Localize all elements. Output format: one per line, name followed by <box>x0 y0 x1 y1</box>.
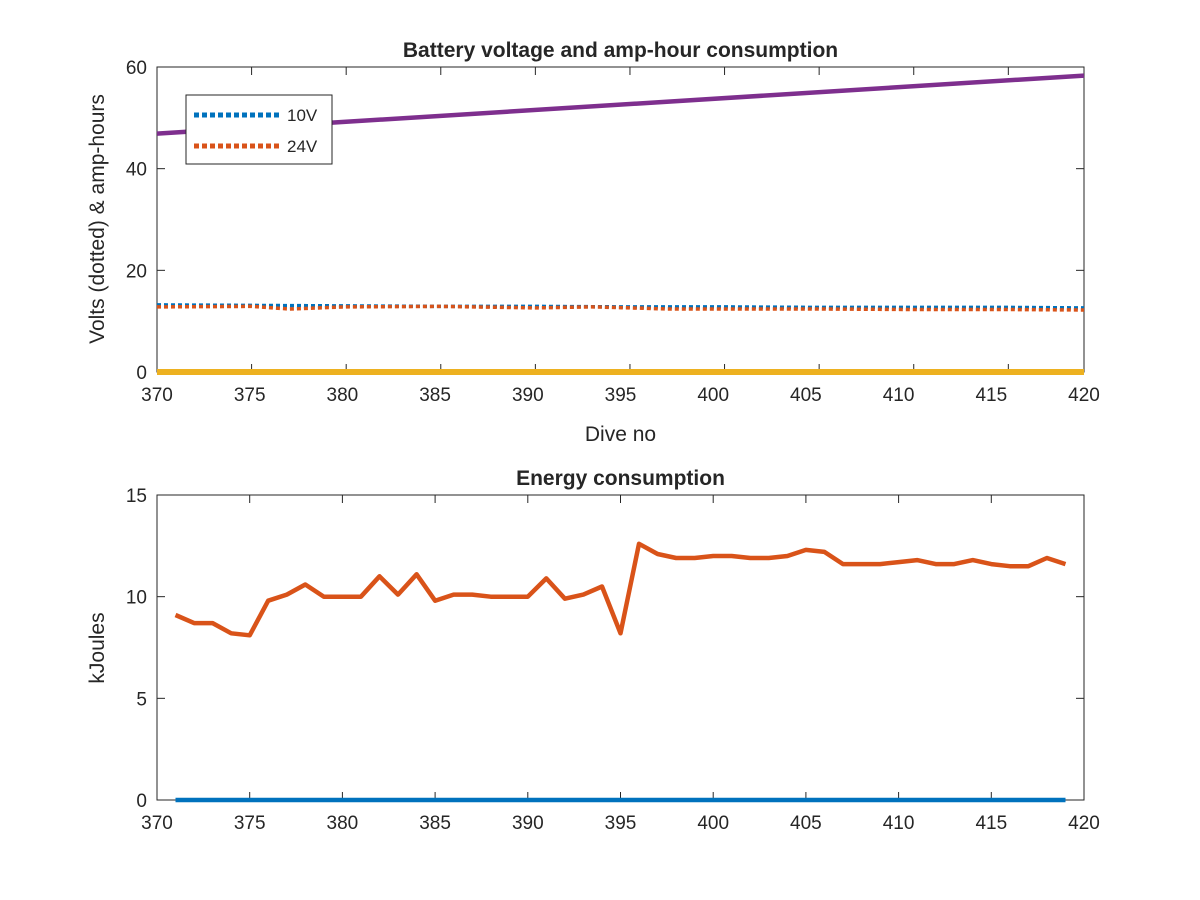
top-series-line-0 <box>156 303 1085 310</box>
legend-label-24V: 24V <box>287 137 318 156</box>
top-x-tick-label: 395 <box>605 385 637 406</box>
top-x-tick-label: 410 <box>883 385 915 406</box>
bottom-chart-title: Energy consumption <box>516 467 725 490</box>
bottom-x-tick-label: 375 <box>234 813 266 834</box>
bottom-x-tick-label: 385 <box>419 813 451 834</box>
top-x-tick-label: 405 <box>790 385 822 406</box>
top-y-axis-label: Volts (dotted) & amp-hours <box>86 94 109 344</box>
top-x-tick-label: 415 <box>975 385 1007 406</box>
top-x-tick-label: 390 <box>512 385 544 406</box>
bottom-x-tick-label: 395 <box>605 813 637 834</box>
top-x-tick-label: 375 <box>234 385 266 406</box>
bottom-y-tick-label: 15 <box>126 486 147 507</box>
top-y-tick-label: 60 <box>126 58 147 79</box>
top-x-tick-label: 420 <box>1068 385 1100 406</box>
top-x-tick-label: 380 <box>327 385 359 406</box>
legend-box <box>185 94 333 165</box>
top-x-tick-label: 385 <box>419 385 451 406</box>
bottom-x-tick-label: 390 <box>512 813 544 834</box>
bottom-x-tick-label: 420 <box>1068 813 1100 834</box>
top-x-tick-label: 400 <box>697 385 729 406</box>
bottom-y-tick-label: 0 <box>136 791 147 812</box>
top-y-tick-label: 40 <box>126 160 147 181</box>
bottom-y-axis-label: kJoules <box>86 612 109 683</box>
top-x-axis-label: Dive no <box>585 423 656 446</box>
top-y-tick-label: 20 <box>126 261 147 282</box>
legend-label-10V: 10V <box>287 106 318 125</box>
top-chart-title: Battery voltage and amp-hour consumption <box>403 39 838 62</box>
top-y-tick-label: 0 <box>136 363 147 384</box>
bottom-y-tick-label: 5 <box>136 689 147 710</box>
bottom-subplot: Energy consumption kJoules 370 375 380 385 3… <box>86 467 1100 834</box>
top-subplot: Battery voltage and amp-hour consumption… <box>86 39 1100 446</box>
bottom-x-tick-label: 400 <box>697 813 729 834</box>
top-series-line-1 <box>156 304 1085 312</box>
bottom-y-tick-label: 10 <box>126 588 147 609</box>
top-x-tick-label: 370 <box>141 385 173 406</box>
bottom-series-line-0 <box>174 541 1067 638</box>
bottom-x-tick-label: 380 <box>327 813 359 834</box>
bottom-x-tick-label: 370 <box>141 813 173 834</box>
bottom-x-tick-label: 410 <box>883 813 915 834</box>
bottom-x-tick-label: 405 <box>790 813 822 834</box>
bottom-x-tick-label: 415 <box>975 813 1007 834</box>
